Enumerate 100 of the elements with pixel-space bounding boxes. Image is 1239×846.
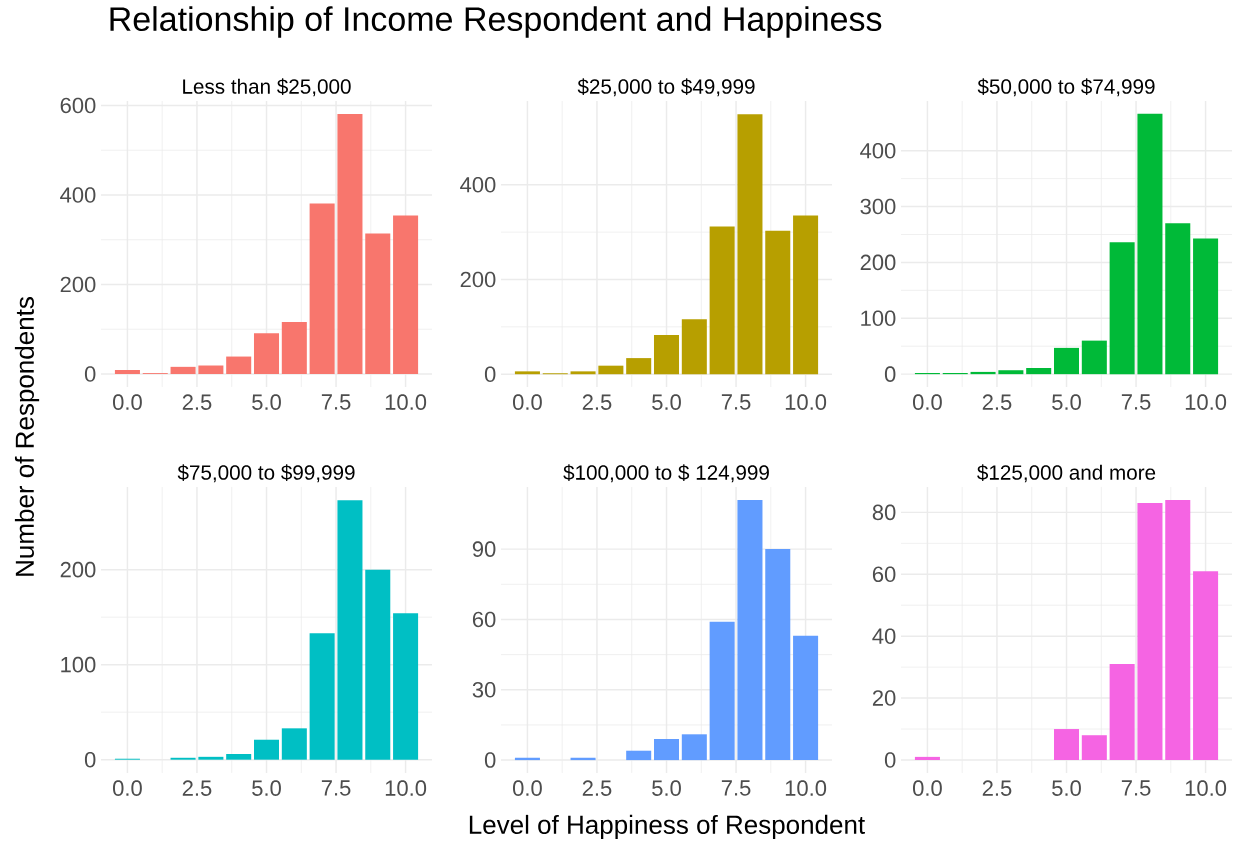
chart-title: $125,000 and more [977, 464, 1156, 483]
y-tick-label: 0 [884, 366, 896, 382]
bar [793, 215, 819, 375]
x-tick-label: 10.0 [785, 394, 827, 410]
bar [170, 366, 196, 374]
x-tick-label: 5.0 [1052, 780, 1081, 796]
y-tick-label: 20 [872, 690, 896, 706]
bar [393, 215, 419, 374]
bar [653, 738, 680, 761]
bar [198, 365, 224, 374]
x-tick-label: 7.5 [1121, 780, 1151, 796]
bar [1109, 242, 1135, 375]
y-tick-label: 100 [861, 310, 896, 327]
x-tick-label: 5.0 [252, 394, 281, 410]
x-axis-title: Level of Happiness of Respondent [469, 814, 865, 840]
bar [365, 569, 391, 760]
chart-title: Less than $25,000 [183, 78, 351, 97]
bar [337, 113, 363, 374]
bar [1193, 571, 1219, 760]
y-tick-label: 100 [61, 656, 96, 673]
x-tick-label: 0.0 [113, 780, 142, 796]
bar [253, 333, 280, 374]
chart-title: $25,000 to $49,999 [577, 78, 755, 97]
x-tick-label: 0.0 [913, 394, 942, 410]
bar [309, 633, 335, 760]
bar [1165, 499, 1191, 760]
bar [681, 319, 707, 375]
bar [1053, 729, 1080, 760]
bar [1193, 238, 1219, 375]
y-tick-label: 40 [872, 628, 896, 644]
x-tick-label: 10.0 [785, 780, 827, 796]
bar [653, 334, 680, 375]
bar [626, 750, 652, 761]
bar [570, 371, 596, 375]
y-tick-label: 400 [460, 177, 496, 193]
bar [709, 621, 735, 761]
y-tick-label: 600 [60, 97, 96, 114]
bar [514, 371, 540, 375]
bar [737, 114, 763, 375]
bar [1081, 340, 1107, 375]
bar [737, 499, 763, 761]
y-tick-label: 400 [860, 142, 896, 159]
bar [198, 756, 224, 760]
bar [1053, 347, 1080, 375]
bar [1026, 367, 1052, 375]
y-tick-label: 200 [860, 254, 896, 271]
x-tick-label: 2.5 [582, 394, 612, 410]
y-tick-label: 30 [472, 681, 496, 698]
y-tick-label: 0 [884, 752, 896, 768]
x-tick-label: 10.0 [1185, 394, 1227, 410]
x-tick-label: 2.5 [182, 394, 212, 410]
bar [681, 734, 707, 761]
bar [709, 226, 735, 375]
x-tick-label: 0.0 [113, 394, 142, 410]
bar [626, 358, 652, 375]
y-tick-label: 60 [872, 566, 896, 583]
x-tick-label: 7.5 [321, 394, 351, 410]
bar [793, 635, 819, 761]
x-tick-label: 7.5 [721, 394, 751, 410]
bar [1165, 223, 1191, 375]
bar [598, 365, 624, 375]
y-tick-label: 0 [484, 366, 496, 382]
x-tick-label: 10.0 [1185, 780, 1227, 796]
bar [998, 370, 1024, 375]
y-tick-label: 200 [60, 276, 96, 293]
y-tick-label: 200 [60, 561, 96, 578]
x-tick-label: 2.5 [982, 394, 1012, 410]
y-tick-label: 60 [472, 611, 496, 628]
x-tick-label: 10.0 [385, 394, 427, 410]
x-tick-label: 10.0 [385, 780, 427, 796]
x-tick-label: 5.0 [1052, 394, 1081, 410]
x-tick-label: 5.0 [652, 394, 681, 410]
x-tick-label: 2.5 [182, 780, 212, 796]
bar [1137, 113, 1163, 375]
bar [365, 233, 391, 374]
x-tick-label: 2.5 [982, 780, 1012, 796]
bar [226, 356, 252, 374]
bar [1109, 664, 1135, 760]
x-tick-label: 7.5 [321, 780, 351, 796]
y-tick-label: 300 [860, 198, 896, 215]
y-tick-label: 200 [460, 271, 496, 288]
bar [337, 500, 363, 760]
bar [114, 369, 140, 374]
bar [226, 753, 252, 760]
bar [253, 739, 280, 760]
y-axis-title: Number of Respondents [14, 297, 40, 576]
chart-title: $75,000 to $99,999 [177, 464, 355, 483]
x-tick-label: 7.5 [1121, 394, 1151, 410]
x-tick-label: 0.0 [513, 394, 542, 410]
y-tick-label: 0 [84, 366, 96, 382]
y-tick-label: 90 [472, 541, 496, 557]
x-tick-label: 7.5 [721, 780, 751, 796]
bar [765, 549, 791, 761]
bar [281, 728, 307, 760]
x-tick-label: 5.0 [252, 780, 281, 796]
x-tick-label: 5.0 [652, 780, 681, 796]
y-tick-label: 400 [60, 187, 96, 203]
chart-title: $100,000 to $ 124,999 [563, 464, 769, 483]
bar [309, 203, 335, 374]
x-tick-label: 0.0 [913, 780, 942, 796]
